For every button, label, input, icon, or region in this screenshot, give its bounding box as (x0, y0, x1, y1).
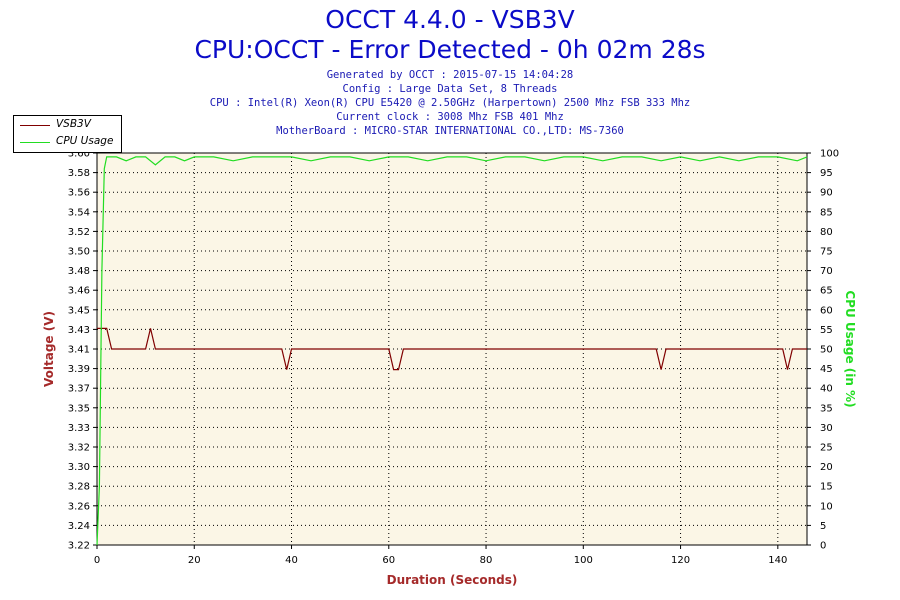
series-line-cpu-usage (96, 156, 808, 546)
chart-subtitle: CPU:OCCT - Error Detected - 0h 02m 28s (194, 35, 706, 64)
legend-label-cpu-usage: CPU Usage (56, 135, 114, 147)
y-left-tick-label: 3.32 (68, 443, 90, 454)
info-generated: Generated by OCCT : 2015-07-15 14:04:28 (326, 69, 574, 81)
info-cpu: CPU : Intel(R) Xeon(R) CPU E5420 @ 2.50G… (209, 97, 691, 109)
y-right-tick-label: 20 (820, 462, 833, 473)
y-left-tick-label: 3.48 (68, 266, 90, 277)
y-left-tick-label: 3.24 (68, 521, 90, 532)
y-right-tick-label: 70 (820, 266, 833, 277)
y-left-tick-label: 3.35 (68, 403, 90, 414)
y-left-tick-label: 3.43 (68, 325, 90, 336)
y-left-tick-label: 3.45 (68, 305, 90, 316)
y-left-tick-label: 3.30 (68, 462, 90, 473)
y-right-tick-label: 45 (820, 364, 833, 375)
y-right-tick-label: 10 (820, 501, 833, 512)
y-left-tick-label: 3.60 (68, 149, 90, 160)
y-right-tick-label: 50 (820, 345, 833, 356)
y-left-tick-label: 3.33 (68, 423, 90, 434)
x-tick-label: 40 (285, 555, 298, 566)
y-right-tick-label: 25 (820, 443, 833, 454)
x-axis-title: Duration (Seconds) (387, 573, 518, 587)
y-left-tick-label: 3.22 (68, 541, 90, 552)
x-tick-label: 140 (768, 555, 787, 566)
y-right-tick-label: 90 (820, 188, 833, 199)
y-left-tick-label: 3.54 (68, 207, 90, 218)
x-tick-label: 80 (480, 555, 493, 566)
y-right-tick-label: 85 (820, 207, 833, 218)
y-left-tick-label: 3.37 (68, 384, 90, 395)
y-right-tick-label: 95 (820, 168, 833, 179)
y-right-tick-label: 0 (820, 541, 826, 552)
legend-swatch-vsb3v (20, 125, 50, 126)
y-left-tick-label: 3.41 (68, 345, 90, 356)
y-right-tick-label: 15 (820, 482, 833, 493)
y-left-tick-label: 3.46 (68, 286, 90, 297)
chart-title: OCCT 4.4.0 - VSB3V (325, 5, 575, 34)
info-clock: Current clock : 3008 Mhz FSB 401 Mhz (336, 111, 564, 123)
legend-label-vsb3v: VSB3V (56, 118, 91, 130)
x-tick-label: 120 (671, 555, 690, 566)
y-right-tick-label: 55 (820, 325, 833, 336)
legend-swatch-cpu-usage (20, 142, 50, 143)
y-left-tick-label: 3.28 (68, 482, 90, 493)
y-left-tick-label: 3.56 (68, 188, 90, 199)
y-right-tick-label: 65 (820, 286, 833, 297)
y-left-tick-label: 3.58 (68, 168, 90, 179)
legend-item-vsb3v: VSB3V (14, 117, 121, 133)
y-left-tick-label: 3.52 (68, 227, 90, 238)
y-left-tick-label: 3.26 (68, 501, 90, 512)
info-config: Config : Large Data Set, 8 Threads (342, 83, 558, 95)
info-motherboard: MotherBoard : MICRO-STAR INTERNATIONAL C… (276, 125, 624, 137)
x-tick-label: 20 (188, 555, 201, 566)
y-left-tick-label: 3.39 (68, 364, 90, 375)
y-left-tick-label: 3.50 (68, 247, 90, 258)
legend-item-cpu-usage: CPU Usage (14, 134, 121, 150)
y-right-tick-label: 40 (820, 384, 833, 395)
y-right-tick-label: 60 (820, 305, 833, 316)
y-right-tick-label: 100 (820, 149, 839, 160)
x-tick-label: 100 (574, 555, 593, 566)
x-tick-label: 0 (94, 555, 100, 566)
y-left-axis-title: Voltage (V) (42, 311, 56, 387)
y-right-axis-title: CPU Usage (in %) (843, 290, 857, 407)
series-line-vsb3v (97, 327, 807, 371)
y-right-tick-label: 5 (820, 521, 826, 532)
y-right-tick-label: 75 (820, 247, 833, 258)
y-right-tick-label: 35 (820, 403, 833, 414)
x-tick-label: 60 (382, 555, 395, 566)
y-right-tick-label: 30 (820, 423, 833, 434)
y-right-tick-label: 80 (820, 227, 833, 238)
chart-legend: VSB3V CPU Usage (13, 115, 122, 153)
